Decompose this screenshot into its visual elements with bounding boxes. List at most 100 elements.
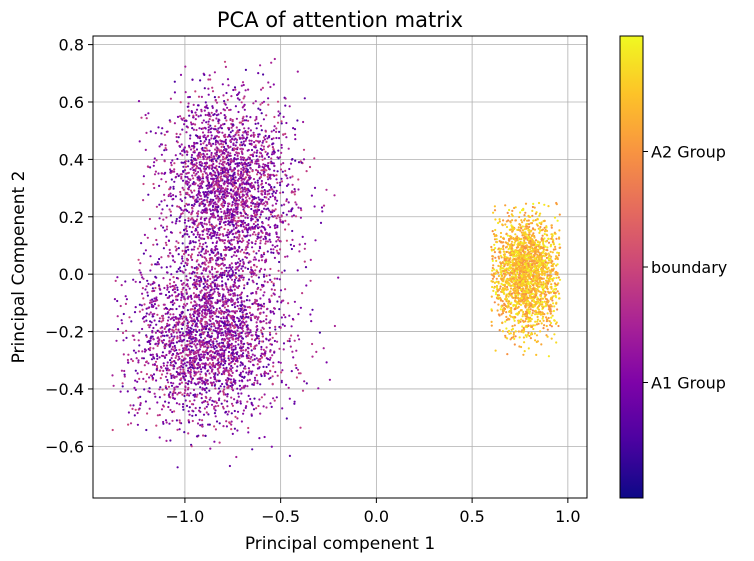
scatter-point <box>262 136 266 139</box>
scatter-point <box>201 173 204 176</box>
scatter-point <box>303 97 306 100</box>
scatter-point <box>182 368 185 371</box>
scatter-point <box>214 143 217 146</box>
scatter-point <box>137 359 140 362</box>
scatter-point <box>214 125 217 128</box>
scatter-point <box>170 333 173 336</box>
scatter-point <box>297 372 301 375</box>
scatter-point <box>269 350 272 353</box>
scatter-point <box>258 398 261 401</box>
scatter-point <box>179 391 182 394</box>
scatter-point <box>313 157 316 160</box>
scatter-point <box>228 333 231 336</box>
scatter-point <box>238 98 241 101</box>
scatter-point <box>158 184 161 187</box>
scatter-point <box>237 317 240 320</box>
scatter-point <box>174 195 177 198</box>
scatter-point <box>158 287 161 290</box>
scatter-point <box>206 322 209 325</box>
scatter-point <box>242 225 245 228</box>
scatter-point <box>221 296 224 299</box>
scatter-point <box>198 406 201 409</box>
scatter-point <box>125 329 128 332</box>
scatter-point <box>201 255 204 258</box>
scatter-point <box>217 127 220 130</box>
scatter-point <box>239 304 242 307</box>
scatter-point <box>116 299 119 303</box>
scatter-point <box>201 296 204 299</box>
scatter-point <box>199 377 202 380</box>
scatter-point <box>169 372 172 376</box>
scatter-point <box>250 241 253 244</box>
scatter-point <box>210 156 213 159</box>
scatter-point <box>255 292 258 295</box>
scatter-point <box>206 135 209 138</box>
scatter-point <box>188 235 191 238</box>
scatter-point <box>257 276 260 279</box>
scatter-point <box>276 199 279 202</box>
scatter-point <box>222 212 226 215</box>
scatter-point <box>280 271 284 274</box>
scatter-point <box>171 354 174 357</box>
scatter-point <box>185 327 189 330</box>
scatter-point <box>284 255 287 258</box>
scatter-point <box>192 103 195 106</box>
scatter-point <box>197 370 200 373</box>
scatter-point <box>232 88 235 92</box>
scatter-point <box>284 132 287 135</box>
scatter-point <box>183 169 187 172</box>
scatter-point <box>138 377 141 380</box>
scatter-point <box>229 324 232 327</box>
scatter-point <box>191 409 194 412</box>
scatter-point <box>320 206 324 209</box>
scatter-point <box>276 214 279 218</box>
scatter-point <box>204 269 207 272</box>
scatter-point <box>174 346 177 349</box>
scatter-point <box>251 313 254 316</box>
scatter-point <box>132 278 135 281</box>
scatter-point <box>255 139 258 142</box>
scatter-point <box>239 143 242 146</box>
scatter-point <box>215 233 218 236</box>
scatter-point <box>155 364 159 368</box>
scatter-point <box>201 131 205 134</box>
scatter-point <box>146 279 149 282</box>
scatter-point <box>174 245 177 248</box>
scatter-point <box>196 422 200 425</box>
scatter-point <box>196 212 200 215</box>
scatter-point <box>310 194 313 197</box>
scatter-point <box>197 167 200 170</box>
scatter-point <box>229 189 232 192</box>
scatter-point <box>255 282 258 285</box>
scatter-point <box>256 149 259 152</box>
scatter-point <box>233 157 236 160</box>
scatter-point <box>220 195 223 198</box>
scatter-point <box>196 343 199 346</box>
scatter-point <box>170 339 174 342</box>
scatter-point <box>232 238 235 241</box>
scatter-point <box>239 196 242 199</box>
scatter-point <box>178 421 182 424</box>
scatter-point <box>191 174 194 177</box>
scatter-point <box>218 284 221 287</box>
scatter-point <box>207 123 210 126</box>
scatter-point <box>164 147 167 150</box>
scatter-point <box>280 381 283 384</box>
scatter-point <box>213 425 216 428</box>
scatter-point <box>116 276 119 279</box>
scatter-point <box>187 248 190 251</box>
scatter-point <box>258 140 262 143</box>
scatter-point <box>242 330 245 333</box>
scatter-point <box>157 172 160 175</box>
scatter-point <box>265 337 268 340</box>
scatter-point <box>204 337 207 340</box>
scatter-point <box>214 428 217 431</box>
scatter-point <box>186 153 189 156</box>
scatter-point <box>178 220 181 223</box>
scatter-point <box>177 328 180 331</box>
scatter-point <box>298 250 301 253</box>
scatter-point <box>228 221 231 224</box>
scatter-point <box>259 383 262 386</box>
scatter-point <box>201 180 204 183</box>
scatter-point <box>222 182 225 185</box>
